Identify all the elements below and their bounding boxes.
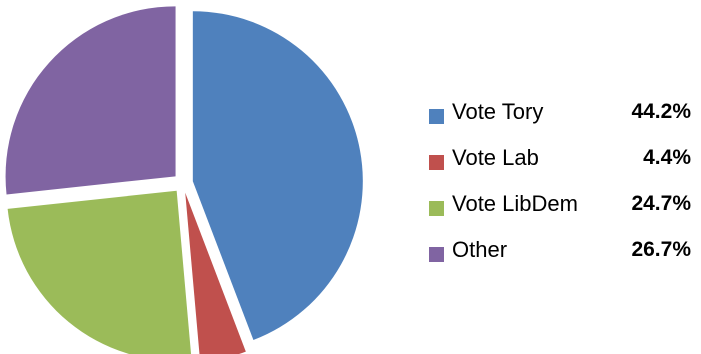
legend-value-vote-libdem: 24.7% bbox=[631, 192, 691, 215]
pie-slice-vote-lab bbox=[185, 192, 246, 354]
legend-swatch-vote-tory bbox=[429, 109, 444, 124]
legend-swatch-vote-lab bbox=[429, 155, 444, 170]
legend-item-vote-lab: Vote Lab 4.4% bbox=[429, 142, 697, 188]
chart-legend: Vote Tory 44.2% Vote Lab 4.4% Vote LibDe… bbox=[429, 96, 697, 280]
legend-label-vote-tory: Vote Tory bbox=[452, 99, 544, 124]
pie-slice-other bbox=[5, 6, 176, 195]
legend-value-vote-tory: 44.2% bbox=[631, 100, 691, 123]
pie-slice-vote-tory bbox=[192, 11, 363, 341]
pie-slice-vote-libdem bbox=[7, 190, 192, 354]
legend-label-vote-libdem: Vote LibDem bbox=[452, 191, 578, 216]
legend-item-vote-libdem: Vote LibDem 24.7% bbox=[429, 188, 697, 234]
legend-item-vote-tory: Vote Tory 44.2% bbox=[429, 96, 697, 142]
legend-label-vote-lab: Vote Lab bbox=[452, 145, 539, 170]
legend-swatch-vote-libdem bbox=[429, 201, 444, 216]
legend-label-other: Other bbox=[452, 237, 508, 262]
legend-value-vote-lab: 4.4% bbox=[643, 146, 691, 169]
legend-item-other: Other 26.7% bbox=[429, 234, 697, 280]
legend-value-other: 26.7% bbox=[631, 238, 691, 261]
legend-swatch-other bbox=[429, 247, 444, 262]
